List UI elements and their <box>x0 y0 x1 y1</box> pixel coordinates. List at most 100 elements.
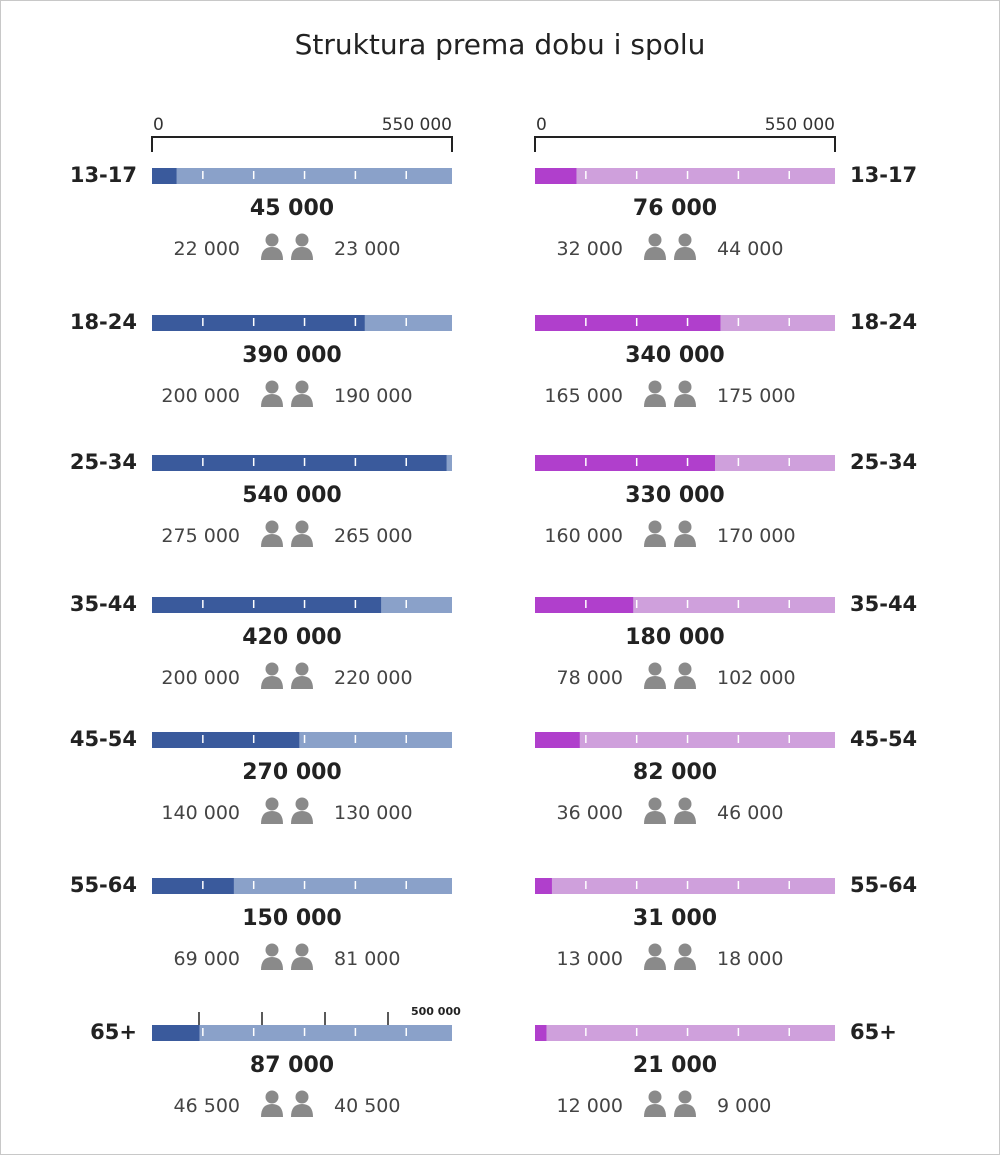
right-row-6-person-pair-icon-a-body <box>644 1104 666 1117</box>
right-row-2-person-pair-icon-a-body <box>644 534 666 547</box>
left-row-3-age-label: 35-44 <box>70 592 137 616</box>
left-row-2-bar <box>152 455 447 471</box>
right-row-0-total-label: 76 000 <box>633 196 717 221</box>
left-row-4-total-label: 270 000 <box>242 760 342 785</box>
left-row-2-person-pair-icon-b-body <box>291 534 313 547</box>
right-row-0-bar-track <box>535 168 835 184</box>
right-row-0-male-label: 44 000 <box>717 238 783 260</box>
left-row-3-person-pair-icon-a-body <box>261 676 283 689</box>
left-row-1-person-pair-icon-a-body <box>261 394 283 407</box>
right-row-4-age-label: 45-54 <box>850 727 917 751</box>
right-row-6-bar-track <box>535 1025 835 1041</box>
left-row-4-person-pair-icon-a-body <box>261 811 283 824</box>
right-row-0-age-label: 13-17 <box>850 163 917 187</box>
right-row-3-female-label: 78 000 <box>557 667 623 689</box>
right-row-2-male-label: 170 000 <box>717 525 796 547</box>
left-row-6-bar-track <box>152 1025 452 1041</box>
right-row-3-bar <box>535 597 634 613</box>
right-row-1-female-label: 165 000 <box>544 385 623 407</box>
right-row-6-male-label: 9 000 <box>717 1095 771 1117</box>
right-row-6-female-label: 12 000 <box>557 1095 623 1117</box>
right-row-2-person-pair-icon-b-body <box>674 534 696 547</box>
left-row-5-person-pair-icon-b-head <box>295 943 309 957</box>
left-row-3-female-label: 200 000 <box>161 667 240 689</box>
right-row-6-age-label: 65+ <box>850 1020 897 1044</box>
left-row-5-female-label: 69 000 <box>174 948 240 970</box>
left-row-1-bar <box>152 315 365 331</box>
left-row-2-female-label: 275 000 <box>161 525 240 547</box>
right-row-0-person-pair-icon-b-body <box>674 247 696 260</box>
left-row-1-person-pair-icon-b-body <box>291 394 313 407</box>
right-row-1-person-pair-icon-a-body <box>644 394 666 407</box>
right-row-0-person-pair-icon-b-head <box>678 233 692 247</box>
left-row-3-bar <box>152 597 382 613</box>
left-row-2-person-pair-icon-a-body <box>261 534 283 547</box>
right-row-1-person-pair-icon-b-head <box>678 380 692 394</box>
left-row-5-person-pair-icon-a-body <box>261 957 283 970</box>
left-row-1-female-label: 200 000 <box>161 385 240 407</box>
right-row-1-total-label: 340 000 <box>625 343 725 368</box>
left-row-0-female-label: 22 000 <box>174 238 240 260</box>
right-row-3-person-pair-icon-a-head <box>648 662 662 676</box>
left-row-6-person-pair-icon-a-head <box>265 1090 279 1104</box>
right-row-4-person-pair-icon-b-body <box>674 811 696 824</box>
left-row-0-male-label: 23 000 <box>334 238 400 260</box>
right-row-5-age-label: 55-64 <box>850 873 917 897</box>
right-row-2-age-label: 25-34 <box>850 450 917 474</box>
right-row-1-person-pair-icon-a-head <box>648 380 662 394</box>
right-row-0-person-pair-icon-a-head <box>648 233 662 247</box>
right-row-3-age-label: 35-44 <box>850 592 917 616</box>
right-row-5-bar-track <box>535 878 835 894</box>
right-row-6-total-label: 21 000 <box>633 1053 717 1078</box>
left-row-3-total-label: 420 000 <box>242 625 342 650</box>
left-row-5-person-pair-icon-b-body <box>291 957 313 970</box>
left-row-0-person-pair-icon-a-body <box>261 247 283 260</box>
left-row-1-person-pair-icon-b-head <box>295 380 309 394</box>
left-row-4-person-pair-icon-a-head <box>265 797 279 811</box>
left-row-3-male-label: 220 000 <box>334 667 413 689</box>
left-row-5-male-label: 81 000 <box>334 948 400 970</box>
left-row-6-person-pair-icon-b-head <box>295 1090 309 1104</box>
right-row-6-person-pair-icon-b-body <box>674 1104 696 1117</box>
left-row-6-total-label: 87 000 <box>250 1053 334 1078</box>
right-row-4-person-pair-icon-a-head <box>648 797 662 811</box>
left-row-0-age-label: 13-17 <box>70 163 137 187</box>
right-row-0-female-label: 32 000 <box>557 238 623 260</box>
left-row-2-total-label: 540 000 <box>242 483 342 508</box>
left-row-0-person-pair-icon-a-head <box>265 233 279 247</box>
left-axis-max-label: 550 000 <box>382 115 452 135</box>
left-row-3-person-pair-icon-b-head <box>295 662 309 676</box>
left-row-5-bar <box>152 878 234 894</box>
right-row-3-male-label: 102 000 <box>717 667 796 689</box>
right-row-4-bar <box>535 732 580 748</box>
right-row-3-person-pair-icon-a-body <box>644 676 666 689</box>
left-row-3-person-pair-icon-b-body <box>291 676 313 689</box>
left-row-4-bar <box>152 732 300 748</box>
left-row-3-person-pair-icon-a-head <box>265 662 279 676</box>
right-row-5-person-pair-icon-b-body <box>674 957 696 970</box>
left-row-2-age-label: 25-34 <box>70 450 137 474</box>
right-row-5-bar <box>535 878 552 894</box>
right-row-1-bar <box>535 315 721 331</box>
left-row-4-age-label: 45-54 <box>70 727 137 751</box>
left-row-6-person-pair-icon-b-body <box>291 1104 313 1117</box>
stray-axis-label: 500 000 <box>411 1005 461 1018</box>
left-row-4-person-pair-icon-b-body <box>291 811 313 824</box>
left-row-6-bar <box>152 1025 200 1041</box>
left-row-2-person-pair-icon-b-head <box>295 520 309 534</box>
right-row-5-male-label: 18 000 <box>717 948 783 970</box>
right-row-2-person-pair-icon-a-head <box>648 520 662 534</box>
left-row-5-age-label: 55-64 <box>70 873 137 897</box>
right-row-5-person-pair-icon-a-head <box>648 943 662 957</box>
right-row-4-total-label: 82 000 <box>633 760 717 785</box>
right-row-0-bar <box>535 168 577 184</box>
chart-title: Struktura prema dobu i spolu <box>294 28 706 61</box>
left-row-1-age-label: 18-24 <box>70 310 137 334</box>
right-row-4-person-pair-icon-b-head <box>678 797 692 811</box>
right-row-2-person-pair-icon-b-head <box>678 520 692 534</box>
right-row-1-male-label: 175 000 <box>717 385 796 407</box>
right-row-5-person-pair-icon-a-body <box>644 957 666 970</box>
right-row-6-bar <box>535 1025 547 1041</box>
left-row-4-female-label: 140 000 <box>161 802 240 824</box>
